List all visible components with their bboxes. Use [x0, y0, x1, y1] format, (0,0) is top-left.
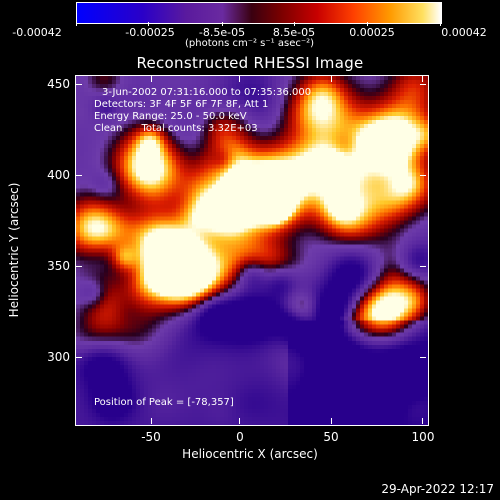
colorbar-tick-label: -8.5e-05 — [198, 26, 246, 39]
date-stamp: 29-Apr-2022 12:17 — [381, 482, 494, 496]
y-tick-label: 400 — [47, 168, 70, 182]
overlay-peak-position: Position of Peak = [-78,357] — [94, 397, 234, 408]
rhessi-image-plot: 3-Jun-2002 07:31:16.000 to 07:35:36.000 … — [75, 75, 429, 426]
x-tick-label: 50 — [323, 430, 339, 444]
y-tick-label: 350 — [47, 259, 70, 273]
colorbar-tick-label: 8.5e-05 — [272, 26, 316, 39]
x-tick-label: 0 — [236, 430, 244, 444]
overlay-energy-range: Energy Range: 25.0 - 50.0 keV — [94, 111, 247, 122]
colorbar — [76, 2, 442, 24]
y-axis-label: Heliocentric Y (arcsec) — [7, 182, 21, 318]
image-title: Reconstructed RHESSI Image — [136, 54, 364, 72]
rhessi-heatmap-image — [76, 76, 428, 425]
colorbar-tick-label: 0.00025 — [349, 26, 395, 39]
colorbar-units: (photons cm⁻² s⁻¹ asec⁻²) — [185, 38, 315, 49]
colorbar-tick-label: -0.00025 — [125, 26, 175, 39]
y-tick-label: 300 — [47, 350, 70, 364]
colorbar-tick-label: -0.00042 — [12, 26, 62, 39]
x-axis-label: Heliocentric X (arcsec) — [182, 447, 318, 461]
x-tick-label: 100 — [411, 430, 435, 444]
x-tick-label: -50 — [141, 430, 161, 444]
colorbar-tick-label: 0.00042 — [441, 26, 487, 39]
overlay-time-range: 3-Jun-2002 07:31:16.000 to 07:35:36.000 — [102, 87, 312, 98]
overlay-detectors: Detectors: 3F 4F 5F 6F 7F 8F, Att 1 — [94, 99, 269, 110]
overlay-clean-counts: Clean Total counts: 3.32E+03 — [94, 123, 258, 134]
y-tick-label: 450 — [47, 77, 70, 91]
